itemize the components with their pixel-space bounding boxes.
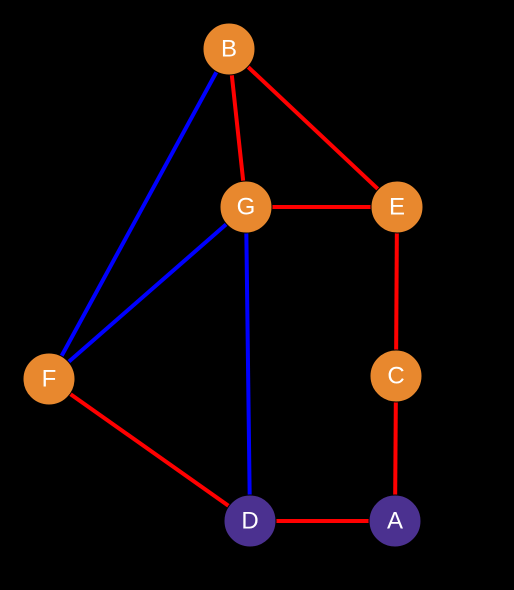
node-label-E: E <box>389 194 405 221</box>
node-label-G: G <box>237 194 256 221</box>
node-label-F: F <box>42 366 57 393</box>
network-graph: A B C D E F G <box>0 0 514 590</box>
edge-G-D <box>246 207 250 521</box>
edges-group <box>49 49 397 521</box>
node-A: A <box>369 495 421 547</box>
node-C: C <box>370 350 422 402</box>
node-label-A: A <box>387 508 403 535</box>
node-label-C: C <box>387 363 404 390</box>
node-E: E <box>371 181 423 233</box>
node-B: B <box>203 23 255 75</box>
node-label-D: D <box>241 508 258 535</box>
node-label-B: B <box>221 36 237 63</box>
edge-F-D <box>49 379 250 521</box>
edge-B-F <box>49 49 229 379</box>
edge-G-F <box>49 207 246 379</box>
nodes-group: A B C D E F G <box>23 23 423 547</box>
node-D: D <box>224 495 276 547</box>
node-G: G <box>220 181 272 233</box>
node-F: F <box>23 353 75 405</box>
